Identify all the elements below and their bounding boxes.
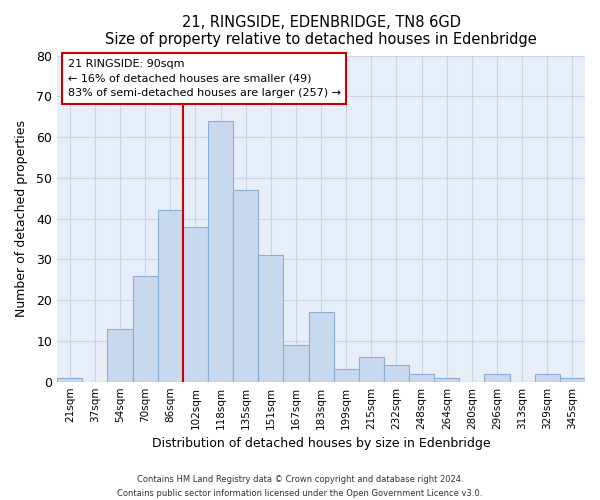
Bar bbox=[384, 366, 409, 382]
Title: 21, RINGSIDE, EDENBRIDGE, TN8 6GD
Size of property relative to detached houses i: 21, RINGSIDE, EDENBRIDGE, TN8 6GD Size o… bbox=[105, 15, 537, 48]
Bar bbox=[107, 328, 133, 382]
Bar bbox=[560, 378, 585, 382]
Bar bbox=[158, 210, 183, 382]
Bar bbox=[308, 312, 334, 382]
Bar bbox=[258, 256, 283, 382]
Bar bbox=[409, 374, 434, 382]
Bar bbox=[484, 374, 509, 382]
Text: 21 RINGSIDE: 90sqm
← 16% of detached houses are smaller (49)
83% of semi-detache: 21 RINGSIDE: 90sqm ← 16% of detached hou… bbox=[68, 59, 341, 98]
Bar bbox=[233, 190, 258, 382]
Bar bbox=[359, 357, 384, 382]
Bar bbox=[183, 227, 208, 382]
Bar bbox=[208, 120, 233, 382]
Bar bbox=[57, 378, 82, 382]
Y-axis label: Number of detached properties: Number of detached properties bbox=[15, 120, 28, 317]
Text: Contains HM Land Registry data © Crown copyright and database right 2024.
Contai: Contains HM Land Registry data © Crown c… bbox=[118, 476, 482, 498]
Bar bbox=[283, 345, 308, 382]
X-axis label: Distribution of detached houses by size in Edenbridge: Distribution of detached houses by size … bbox=[152, 437, 490, 450]
Bar bbox=[133, 276, 158, 382]
Bar bbox=[434, 378, 460, 382]
Bar bbox=[535, 374, 560, 382]
Bar bbox=[334, 370, 359, 382]
